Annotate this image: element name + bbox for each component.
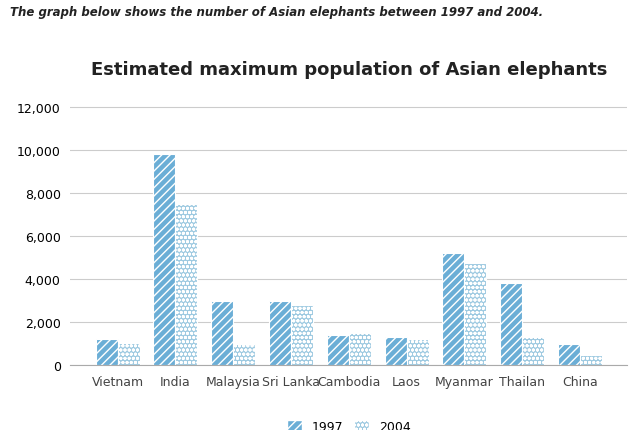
Bar (269, 301, 291, 366)
Bar (385, 338, 406, 366)
Text: The graph below shows the number of Asian elephants between 1997 and 2004.: The graph below shows the number of Asia… (10, 6, 543, 19)
Bar (442, 254, 465, 366)
Legend: 1997, 2004: 1997, 2004 (282, 415, 415, 430)
Bar (406, 340, 429, 365)
Bar (500, 284, 522, 366)
Bar (154, 155, 175, 366)
Title: Estimated maximum population of Asian elephants: Estimated maximum population of Asian el… (91, 61, 607, 79)
Bar (118, 343, 140, 366)
Bar (96, 340, 118, 365)
Bar (233, 344, 255, 366)
Bar (465, 263, 486, 365)
Bar (349, 333, 371, 366)
Bar (175, 204, 197, 366)
Bar (580, 355, 602, 366)
Bar (522, 338, 544, 366)
Bar (558, 344, 580, 366)
Bar (327, 335, 349, 366)
Bar (211, 301, 233, 366)
Bar (291, 305, 313, 366)
